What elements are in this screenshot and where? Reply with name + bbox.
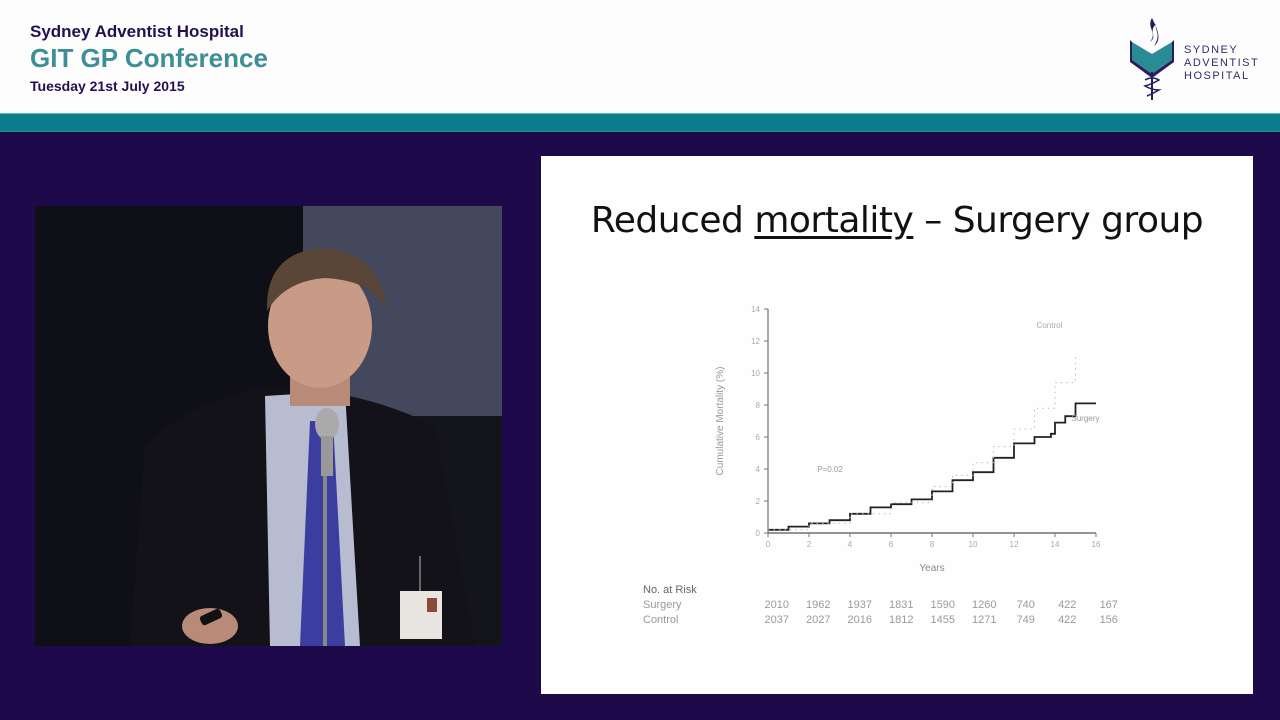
at-risk-value: 422 (1058, 614, 1077, 626)
speaker-image (35, 206, 502, 646)
at-risk-title: No. at Risk (643, 584, 697, 596)
at-risk-value: 2037 (764, 614, 789, 626)
x-tick-label: 12 (1010, 540, 1019, 549)
x-tick-label: 16 (1092, 540, 1101, 549)
hospital-logo: SYDNEY ADVENTIST HOSPITAL (1128, 14, 1268, 104)
at-risk-value: 167 (1099, 599, 1118, 611)
at-risk-value: 740 (1016, 599, 1035, 611)
at-risk-value: 2016 (847, 614, 872, 626)
x-tick-label: 14 (1051, 540, 1060, 549)
at-risk-row-surgery: Surgery 2010 1962 1937 1831 1590 1260 740 422 16… (643, 598, 1130, 613)
organization-name: Sydney Adventist Hospital (30, 22, 244, 41)
y-tick-label: 4 (756, 465, 761, 474)
header-divider-bar (0, 113, 1280, 132)
x-axis-label: Years (919, 563, 944, 574)
x-tick-label: 6 (889, 540, 894, 549)
at-risk-value: 2010 (764, 599, 789, 611)
x-tick-label: 10 (969, 540, 978, 549)
y-tick-label: 14 (751, 305, 760, 314)
x-tick-label: 8 (930, 540, 935, 549)
event-date: Tuesday 21st July 2015 (30, 78, 185, 94)
y-axis-label: Cumulative Mortality (%) (715, 367, 726, 476)
at-risk-value: 749 (1016, 614, 1035, 626)
at-risk-value: 1590 (930, 599, 955, 611)
y-tick-label: 12 (751, 337, 760, 346)
x-tick-label: 0 (766, 540, 771, 549)
title-emphasis: mortality (754, 200, 914, 241)
at-risk-value: 1831 (889, 599, 914, 611)
series-control (768, 357, 1076, 531)
at-risk-value: 1455 (930, 614, 955, 626)
at-risk-table: No. at Risk Surgery 2010 1962 1937 1831 1590… (643, 584, 1130, 628)
at-risk-value: 1962 (806, 599, 831, 611)
kaplan-meier-chart: 0 2 4 6 8 10 12 14 0 2 4 6 8 10 12 14 16 Years Cumulative … (715, 305, 1101, 574)
at-risk-value: 2027 (806, 614, 831, 626)
at-risk-value: 1937 (847, 599, 872, 611)
at-risk-value: 1812 (889, 614, 914, 626)
surgery-label: Surgery (1071, 414, 1099, 423)
at-risk-row-control: Control 2037 2027 2016 1812 1455 1271 749 422 15… (643, 613, 1130, 628)
y-tick-label: 2 (756, 497, 761, 506)
conference-header: Sydney Adventist Hospital GIT GP Confere… (0, 0, 1280, 113)
p-value-annotation: P=0.02 (817, 465, 843, 474)
event-title: GIT GP Conference (30, 43, 268, 73)
flame-book-icon (1130, 18, 1174, 100)
slide-title: Reduced mortality – Surgery group (590, 200, 1204, 241)
series-surgery (768, 402, 1096, 531)
at-risk-value: 1260 (972, 599, 997, 611)
logo-wordmark: SYDNEY ADVENTIST HOSPITAL (1184, 44, 1260, 82)
y-tick-label: 8 (756, 401, 761, 410)
presentation-slide: Reduced mortality – Surgery group 0 2 4 6 8 1… (541, 156, 1253, 694)
control-label: Control (1037, 321, 1063, 330)
at-risk-value: 422 (1058, 599, 1077, 611)
y-tick-label: 6 (756, 433, 761, 442)
x-tick-label: 2 (807, 540, 812, 549)
x-tick-label: 4 (848, 540, 853, 549)
y-tick-label: 0 (756, 529, 761, 538)
at-risk-value: 1271 (972, 614, 997, 626)
at-risk-value: 156 (1099, 614, 1118, 626)
y-tick-label: 10 (751, 369, 760, 378)
speaker-video (35, 206, 502, 646)
